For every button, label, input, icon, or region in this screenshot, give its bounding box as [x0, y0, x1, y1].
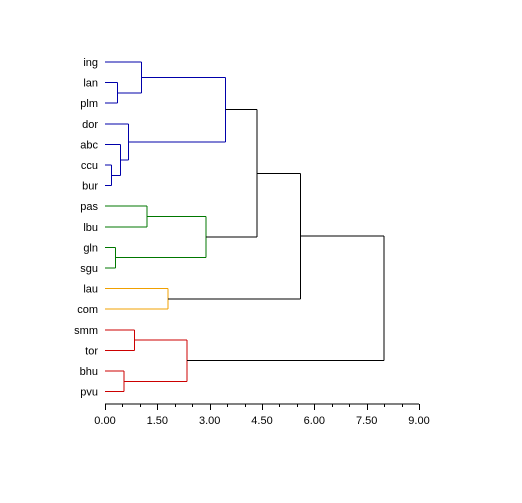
leaf-label-dor: dor: [82, 119, 98, 131]
x-tick-label: 7.50: [356, 415, 377, 427]
merge-n14: [206, 109, 258, 238]
merge-n12: [115, 216, 207, 259]
merge-n5: [105, 370, 125, 393]
leaf-label-pas: pas: [80, 201, 98, 213]
merge-n2: [105, 82, 119, 104]
x-tick-label: 3.00: [199, 415, 220, 427]
x-tick-label: 0.00: [94, 415, 115, 427]
merge-n8: [105, 61, 143, 94]
leaf-label-tor: tor: [85, 345, 98, 357]
x-tick-label: 4.50: [251, 415, 272, 427]
leaf-label-com: com: [77, 304, 98, 316]
x-tick-label: 1.50: [147, 415, 168, 427]
merge-n9: [105, 205, 148, 228]
merge-n6: [105, 123, 130, 161]
merge-n4: [105, 143, 122, 176]
leaf-label-smm: smm: [74, 325, 98, 337]
leaf-label-ccu: ccu: [81, 160, 98, 172]
leaf-labels: ing lan plm dor abc ccu bur pas lbu gln sgu lau com s…: [74, 57, 98, 399]
merge-n13: [128, 76, 226, 143]
leaf-label-gln: gln: [83, 242, 98, 254]
leaf-label-plm: plm: [80, 98, 98, 110]
x-axis: 0.00 1.50 3.00 4.50 6.00 7.50 9.00: [94, 403, 430, 427]
leaf-label-bhu: bhu: [80, 366, 98, 378]
leaf-label-sgu: sgu: [80, 263, 98, 275]
merge-n11: [124, 339, 188, 382]
leaf-label-pvu: pvu: [80, 387, 98, 399]
dendrogram-branches: [105, 61, 385, 393]
merge-n1: [105, 164, 112, 187]
x-tick-label: 9.00: [408, 415, 429, 427]
leaf-label-lau: lau: [83, 284, 98, 296]
merge-n7: [105, 329, 136, 351]
leaf-label-lan: lan: [83, 78, 98, 90]
merge-n16: [186, 235, 385, 362]
leaf-label-bur: bur: [82, 181, 98, 193]
leaf-label-lbu: lbu: [83, 222, 98, 234]
leaf-label-abc: abc: [80, 139, 98, 151]
merge-n3: [105, 246, 116, 269]
leaf-label-ing: ing: [83, 57, 98, 69]
merge-n10: [105, 288, 169, 310]
x-tick-label: 6.00: [304, 415, 325, 427]
merge-n15: [167, 172, 301, 300]
